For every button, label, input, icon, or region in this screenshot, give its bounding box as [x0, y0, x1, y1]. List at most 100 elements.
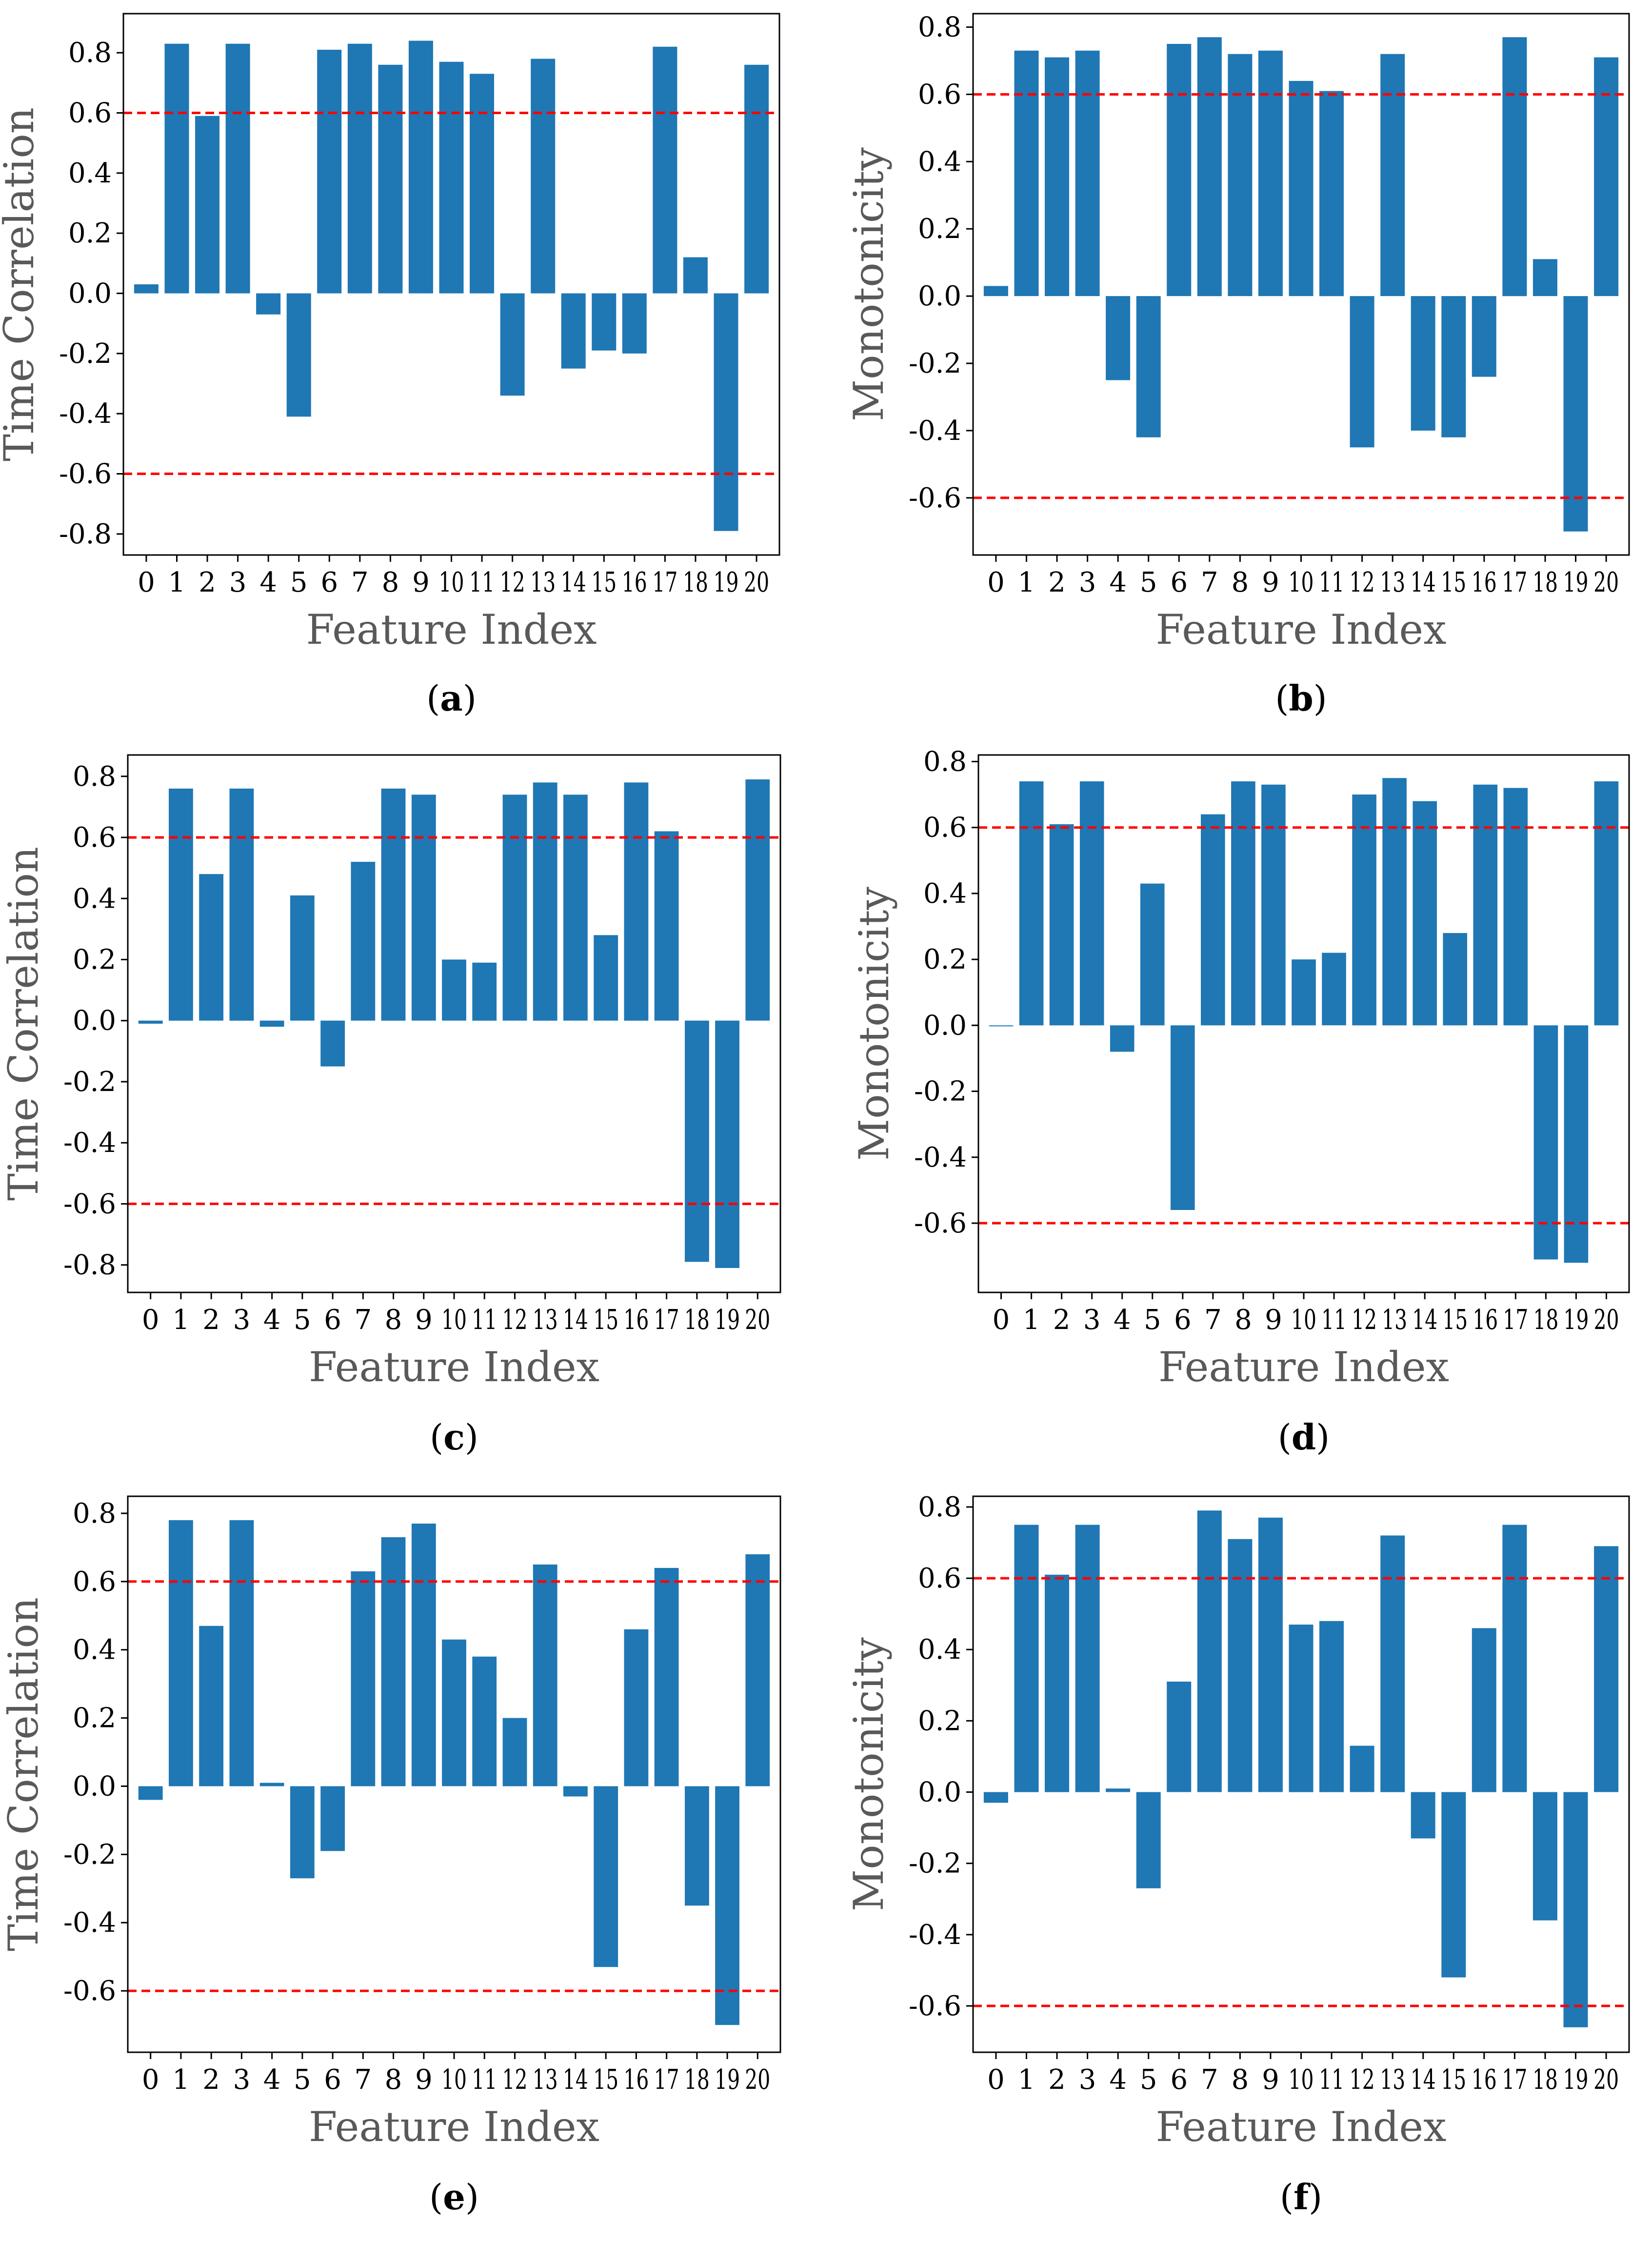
y-tick-label: 0.0: [68, 278, 112, 310]
bar-e-8: [381, 1537, 406, 1786]
x-tick-label: 9: [1262, 567, 1279, 598]
x-tick-label: 19: [1563, 2064, 1589, 2096]
bar-a-5: [286, 293, 311, 417]
y-tick-label: 0.8: [68, 37, 112, 69]
y-axis-label: Time Correlation: [0, 1597, 47, 1951]
x-tick-label: 17: [654, 2064, 679, 2096]
bar-a-14: [561, 293, 586, 369]
bar-e-19: [715, 1786, 739, 2025]
panel-caption: (c): [430, 1416, 478, 1458]
bar-d-9: [1261, 784, 1286, 1026]
bar-f-8: [1228, 1539, 1253, 1792]
bar-f-7: [1197, 1510, 1222, 1792]
y-tick-label: -0.4: [909, 415, 961, 447]
bar-d-12: [1352, 794, 1376, 1026]
bar-c-18: [685, 1020, 709, 1262]
x-tick-label: 16: [1472, 2064, 1497, 2096]
bar-d-17: [1503, 788, 1528, 1026]
y-axis-label: Time Correlation: [0, 107, 43, 461]
y-tick-label: 0.8: [73, 1498, 116, 1529]
panel-caption: (b): [1275, 677, 1327, 719]
bar-c-2: [199, 874, 223, 1021]
x-tick-label: 6: [324, 2064, 341, 2096]
chart-panel-c: -0.8-0.6-0.4-0.20.00.20.40.60.80 1 2 3 4 5 6 7 8…: [0, 754, 781, 1458]
x-tick-label: 5: [290, 567, 308, 598]
bar-f-2: [1045, 1574, 1069, 1792]
y-tick-label: 0.6: [73, 1566, 116, 1598]
chart-panel-f: -0.6-0.4-0.20.00.20.40.60.80 1 2 3 4 5 6 7 8 9 10 1…: [845, 1491, 1630, 2218]
bar-d-16: [1473, 784, 1498, 1026]
bar-d-5: [1140, 883, 1165, 1026]
x-tick-label: 1: [168, 567, 186, 598]
y-tick-label: -0.8: [59, 518, 112, 550]
x-axis-label: Feature Index: [309, 1343, 599, 1391]
x-tick-label: 14: [563, 1304, 588, 1336]
y-tick-label: -0.6: [909, 482, 961, 514]
y-tick-label: -0.6: [909, 1990, 961, 2022]
bar-d-14: [1413, 801, 1437, 1026]
x-tick-label: 12: [1350, 567, 1375, 598]
x-tick-label: 15: [593, 1304, 618, 1336]
x-tick-label: 10: [1291, 1304, 1316, 1336]
bar-f-9: [1258, 1517, 1283, 1792]
bar-b-6: [1167, 44, 1192, 297]
x-tick-label: 10: [439, 567, 464, 598]
x-tick-label: 9: [1265, 1304, 1282, 1336]
bar-c-11: [472, 962, 497, 1021]
x-tick-label: 11: [469, 567, 495, 598]
x-tick-label: 7: [354, 2064, 372, 2096]
x-tick-label: 18: [1533, 1304, 1558, 1336]
y-tick-label: 0.0: [923, 1010, 967, 1041]
bar-e-1: [169, 1520, 193, 1786]
x-tick-label: 1: [1018, 2064, 1035, 2096]
x-tick-label: 13: [533, 2064, 558, 2096]
y-tick-label: -0.4: [909, 1919, 961, 1951]
bar-f-18: [1533, 1792, 1557, 1921]
y-tick-label: 0.6: [918, 79, 961, 110]
y-tick-label: 0.8: [923, 746, 967, 778]
x-tick-label: 15: [591, 567, 617, 598]
x-tick-label: 17: [654, 1304, 679, 1336]
y-tick-label: 0.8: [918, 1491, 961, 1523]
bar-d-0: [989, 1025, 1014, 1027]
bar-c-8: [381, 788, 406, 1021]
x-tick-label: 18: [1533, 567, 1558, 598]
panel-caption: (a): [426, 677, 477, 719]
panel-caption: (f): [1280, 2176, 1322, 2218]
x-tick-label: 11: [1319, 2064, 1344, 2096]
x-tick-label: 10: [441, 2064, 467, 2096]
x-tick-label: 7: [1201, 567, 1218, 598]
y-tick-label: 0.4: [918, 1634, 961, 1666]
x-tick-label: 9: [412, 567, 430, 598]
bar-c-3: [229, 788, 254, 1021]
x-tick-label: 10: [441, 1304, 467, 1336]
y-tick-label: -0.4: [59, 398, 112, 430]
x-axis-label: Feature Index: [1155, 2103, 1446, 2151]
x-tick-label: 13: [1380, 567, 1405, 598]
x-tick-label: 12: [1350, 2064, 1375, 2096]
bar-b-0: [983, 286, 1008, 297]
bar-e-14: [563, 1786, 588, 1797]
bar-a-12: [500, 293, 525, 396]
bar-e-13: [533, 1564, 557, 1786]
x-axis-label: Feature Index: [309, 2103, 599, 2151]
x-tick-label: 7: [351, 567, 369, 598]
x-tick-label: 14: [563, 2064, 588, 2096]
bar-c-7: [351, 862, 376, 1021]
x-tick-label: 19: [715, 1304, 740, 1336]
x-tick-label: 7: [1204, 1304, 1222, 1336]
x-tick-label: 3: [229, 567, 247, 598]
bar-a-18: [683, 257, 708, 294]
x-tick-label: 5: [1140, 2064, 1157, 2096]
bar-a-15: [592, 293, 617, 351]
bar-c-0: [138, 1020, 163, 1024]
x-tick-label: 8: [382, 567, 399, 598]
x-tick-label: 15: [1441, 567, 1466, 598]
x-tick-label: 8: [385, 1304, 402, 1336]
y-tick-label: -0.6: [63, 1188, 116, 1220]
bar-e-0: [138, 1786, 163, 1800]
bar-e-15: [594, 1786, 618, 1967]
bar-e-16: [624, 1629, 649, 1786]
y-tick-label: -0.2: [59, 338, 112, 370]
y-tick-label: -0.4: [63, 1127, 116, 1159]
